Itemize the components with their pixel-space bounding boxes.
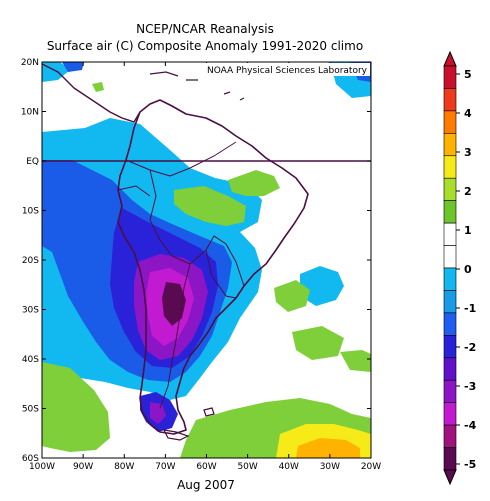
colorbar-segment	[443, 447, 457, 471]
longitude-label: 30W	[320, 462, 340, 472]
latitude-label: 20S	[22, 256, 39, 266]
longitude-label: 80W	[114, 462, 134, 472]
colorbar-segment	[443, 290, 457, 314]
anomaly-region-green-ne-brazil	[228, 170, 280, 196]
longitude-label: 20W	[361, 462, 381, 472]
map-subtitle: Surface air (C) Composite Anomaly 1991-2…	[46, 39, 364, 53]
colorbar-segment	[443, 335, 457, 359]
colorbar-segment	[443, 402, 457, 426]
latitude-label: 10S	[22, 207, 39, 217]
colorbar-label: 3	[464, 146, 472, 159]
colorbar-label: -2	[464, 341, 476, 354]
longitude-labels: 100W 90W 80W 70W 60W 50W 40W 30W 20W	[29, 462, 381, 472]
latitude-label: 60S	[22, 454, 39, 464]
latitude-label: 10N	[21, 108, 39, 118]
colorbar-labels: 5 4 3 2 1 0 -1 -2 -3 -4 -5	[456, 68, 477, 471]
colorbar-segment	[443, 222, 457, 246]
anomaly-region-orange	[296, 438, 360, 458]
anomaly-region-light-blue-east	[300, 266, 344, 306]
coastline-south-america	[117, 99, 309, 435]
latitude-label: 40S	[22, 355, 39, 365]
longitude-label: 100W	[29, 462, 55, 472]
latitude-label: EQ	[26, 157, 39, 167]
anomaly-region-blue-nw	[62, 62, 84, 72]
colorbar-label: 5	[464, 68, 472, 81]
colorbar-segment	[443, 357, 457, 381]
credit-box	[186, 63, 370, 76]
latitude-label: 20N	[21, 58, 39, 68]
anomaly-region-green-caribbean	[92, 82, 104, 92]
coastline-tierra-del-fuego	[162, 429, 190, 441]
latitude-label: 30S	[22, 306, 39, 316]
longitude-label: 90W	[73, 462, 93, 472]
colorbar-segments	[443, 50, 457, 486]
anomaly-region-patagonia-core	[150, 402, 166, 424]
map-title: NCEP/NCAR Reanalysis	[136, 22, 274, 36]
anomaly-region-green-atlantic2	[292, 326, 344, 360]
longitude-label: 40W	[279, 462, 299, 472]
colorbar-bottom-arrow	[443, 469, 457, 486]
country-borders	[117, 141, 245, 409]
colorbar-segment	[443, 110, 457, 134]
colorbar-label: -1	[464, 302, 476, 315]
colorbar-segment	[443, 424, 457, 448]
anomaly-region-green-se	[340, 350, 371, 372]
date-label: Aug 2007	[177, 478, 235, 492]
colorbar-segment	[443, 245, 457, 269]
colorbar-segment	[443, 200, 457, 224]
colorbar-segment	[443, 155, 457, 179]
colorbar-label: 0	[464, 263, 472, 276]
longitude-label: 70W	[155, 462, 175, 472]
colorbar-label: -4	[464, 419, 477, 432]
colorbar-segment	[443, 312, 457, 336]
coastline-falklands	[203, 407, 215, 417]
colorbar-top-arrow	[443, 50, 457, 67]
colorbar-segment	[443, 88, 457, 112]
colorbar-segment	[443, 177, 457, 201]
colorbar-segment	[443, 379, 457, 403]
anomaly-region-green-brazil	[174, 186, 246, 226]
colorbar-segment	[443, 65, 457, 89]
colorbar-label: -3	[464, 380, 476, 393]
colorbar-label: 2	[464, 185, 472, 198]
colorbar-label: 1	[464, 224, 472, 237]
latitude-labels: 20N 10N EQ 10S 20S 30S 40S 50S 60S	[21, 58, 39, 464]
anomaly-region-green-atlantic	[274, 280, 310, 312]
credit-text: NOAA Physical Sciences Laboratory	[207, 66, 368, 76]
colorbar-segment	[443, 133, 457, 157]
anomaly-region-green-pacific	[42, 362, 110, 452]
longitude-label: 50W	[237, 462, 257, 472]
colorbar-label: 4	[464, 107, 472, 120]
colorbar-label: -5	[464, 458, 476, 471]
longitude-label: 60W	[196, 462, 216, 472]
coastline-central-america	[42, 63, 141, 123]
colorbar-segment	[443, 267, 457, 291]
anomaly-field	[42, 62, 371, 458]
latitude-label: 50S	[22, 405, 39, 415]
coastline-caribbean-islands	[149, 71, 245, 101]
